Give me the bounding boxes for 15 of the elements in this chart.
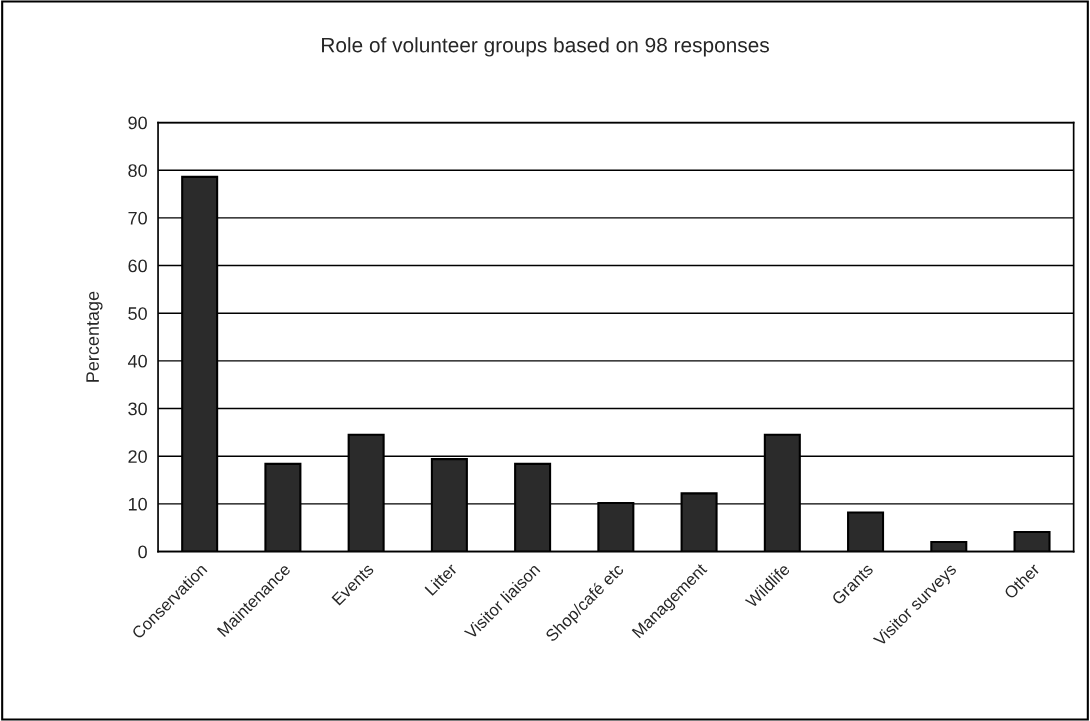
y-tick-label: 80 bbox=[128, 164, 147, 177]
y-tick-label: 40 bbox=[127, 354, 147, 368]
bar bbox=[1013, 530, 1051, 552]
y-tick-label: 30 bbox=[128, 402, 147, 416]
chart-title: Role of volunteer groups based on 98 responses bbox=[322, 37, 769, 57]
bar bbox=[847, 511, 885, 552]
y-tick-label: 0 bbox=[138, 545, 147, 559]
y-tick-label: 20 bbox=[128, 450, 147, 463]
y-tick-label: 60 bbox=[128, 259, 147, 273]
y-axis-title: Percentage bbox=[86, 291, 103, 382]
y-tick-label: 50 bbox=[128, 307, 147, 320]
y-tick-label: 10 bbox=[128, 497, 147, 511]
y-tick-label: 70 bbox=[128, 211, 147, 225]
y-tick-label: 90 bbox=[128, 116, 147, 130]
bar bbox=[930, 540, 968, 552]
